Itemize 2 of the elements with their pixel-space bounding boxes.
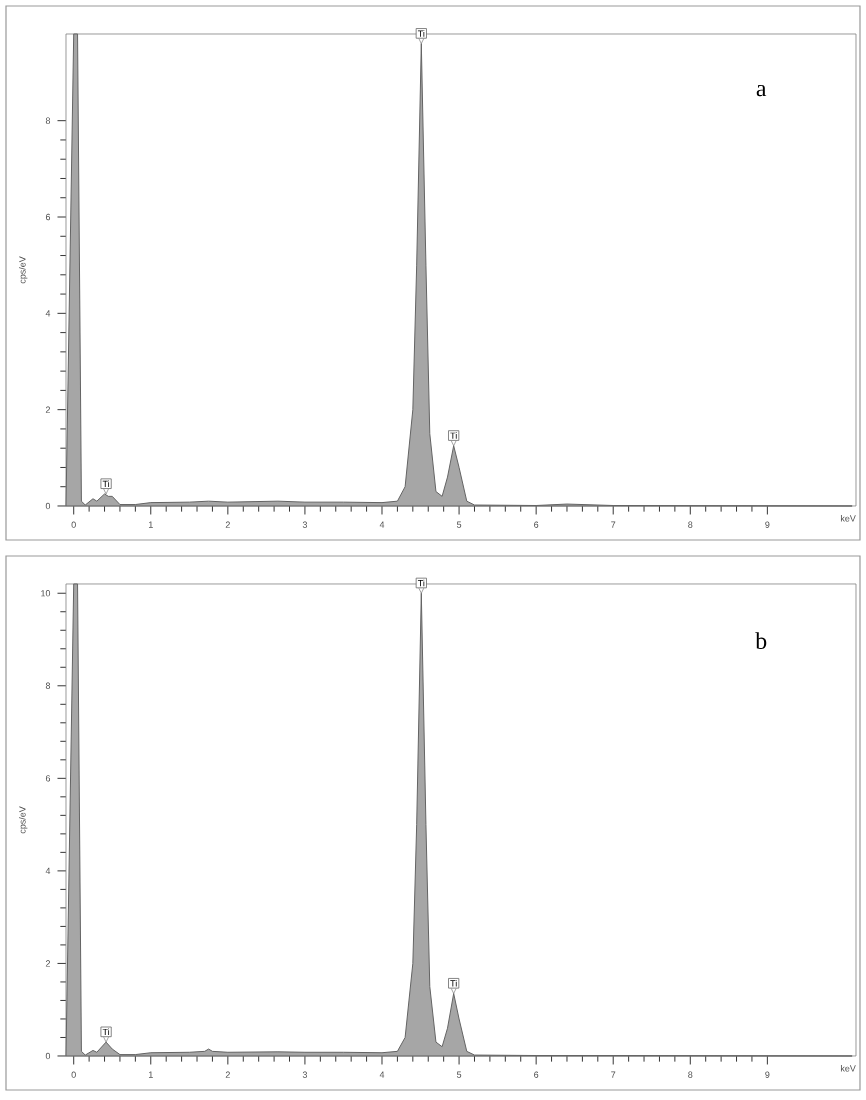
annotation: b [755,632,767,650]
annotation: a [756,84,767,97]
